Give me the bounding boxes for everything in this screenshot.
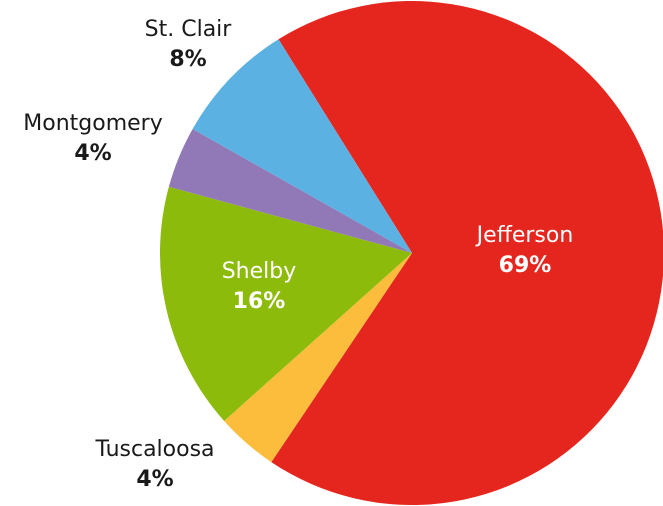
slice-value-label: 16% [233, 289, 286, 314]
slice-label: Tuscaloosa [94, 437, 214, 462]
slice-value-label: 8% [169, 47, 206, 72]
pie-slice [192, 39, 412, 253]
slice-label: Montgomery [23, 111, 162, 136]
pie-slice [224, 253, 412, 463]
slice-value-label: 69% [499, 253, 552, 278]
slice-value-label: 4% [136, 467, 173, 492]
pie-slice [159, 186, 412, 421]
slice-label: Shelby [222, 259, 297, 284]
pie-slice [271, 1, 663, 505]
slice-value-label: 4% [74, 141, 111, 166]
slice-label: St. Clair [145, 17, 233, 42]
pie-slice [168, 128, 412, 253]
slice-label: Jefferson [475, 223, 574, 248]
